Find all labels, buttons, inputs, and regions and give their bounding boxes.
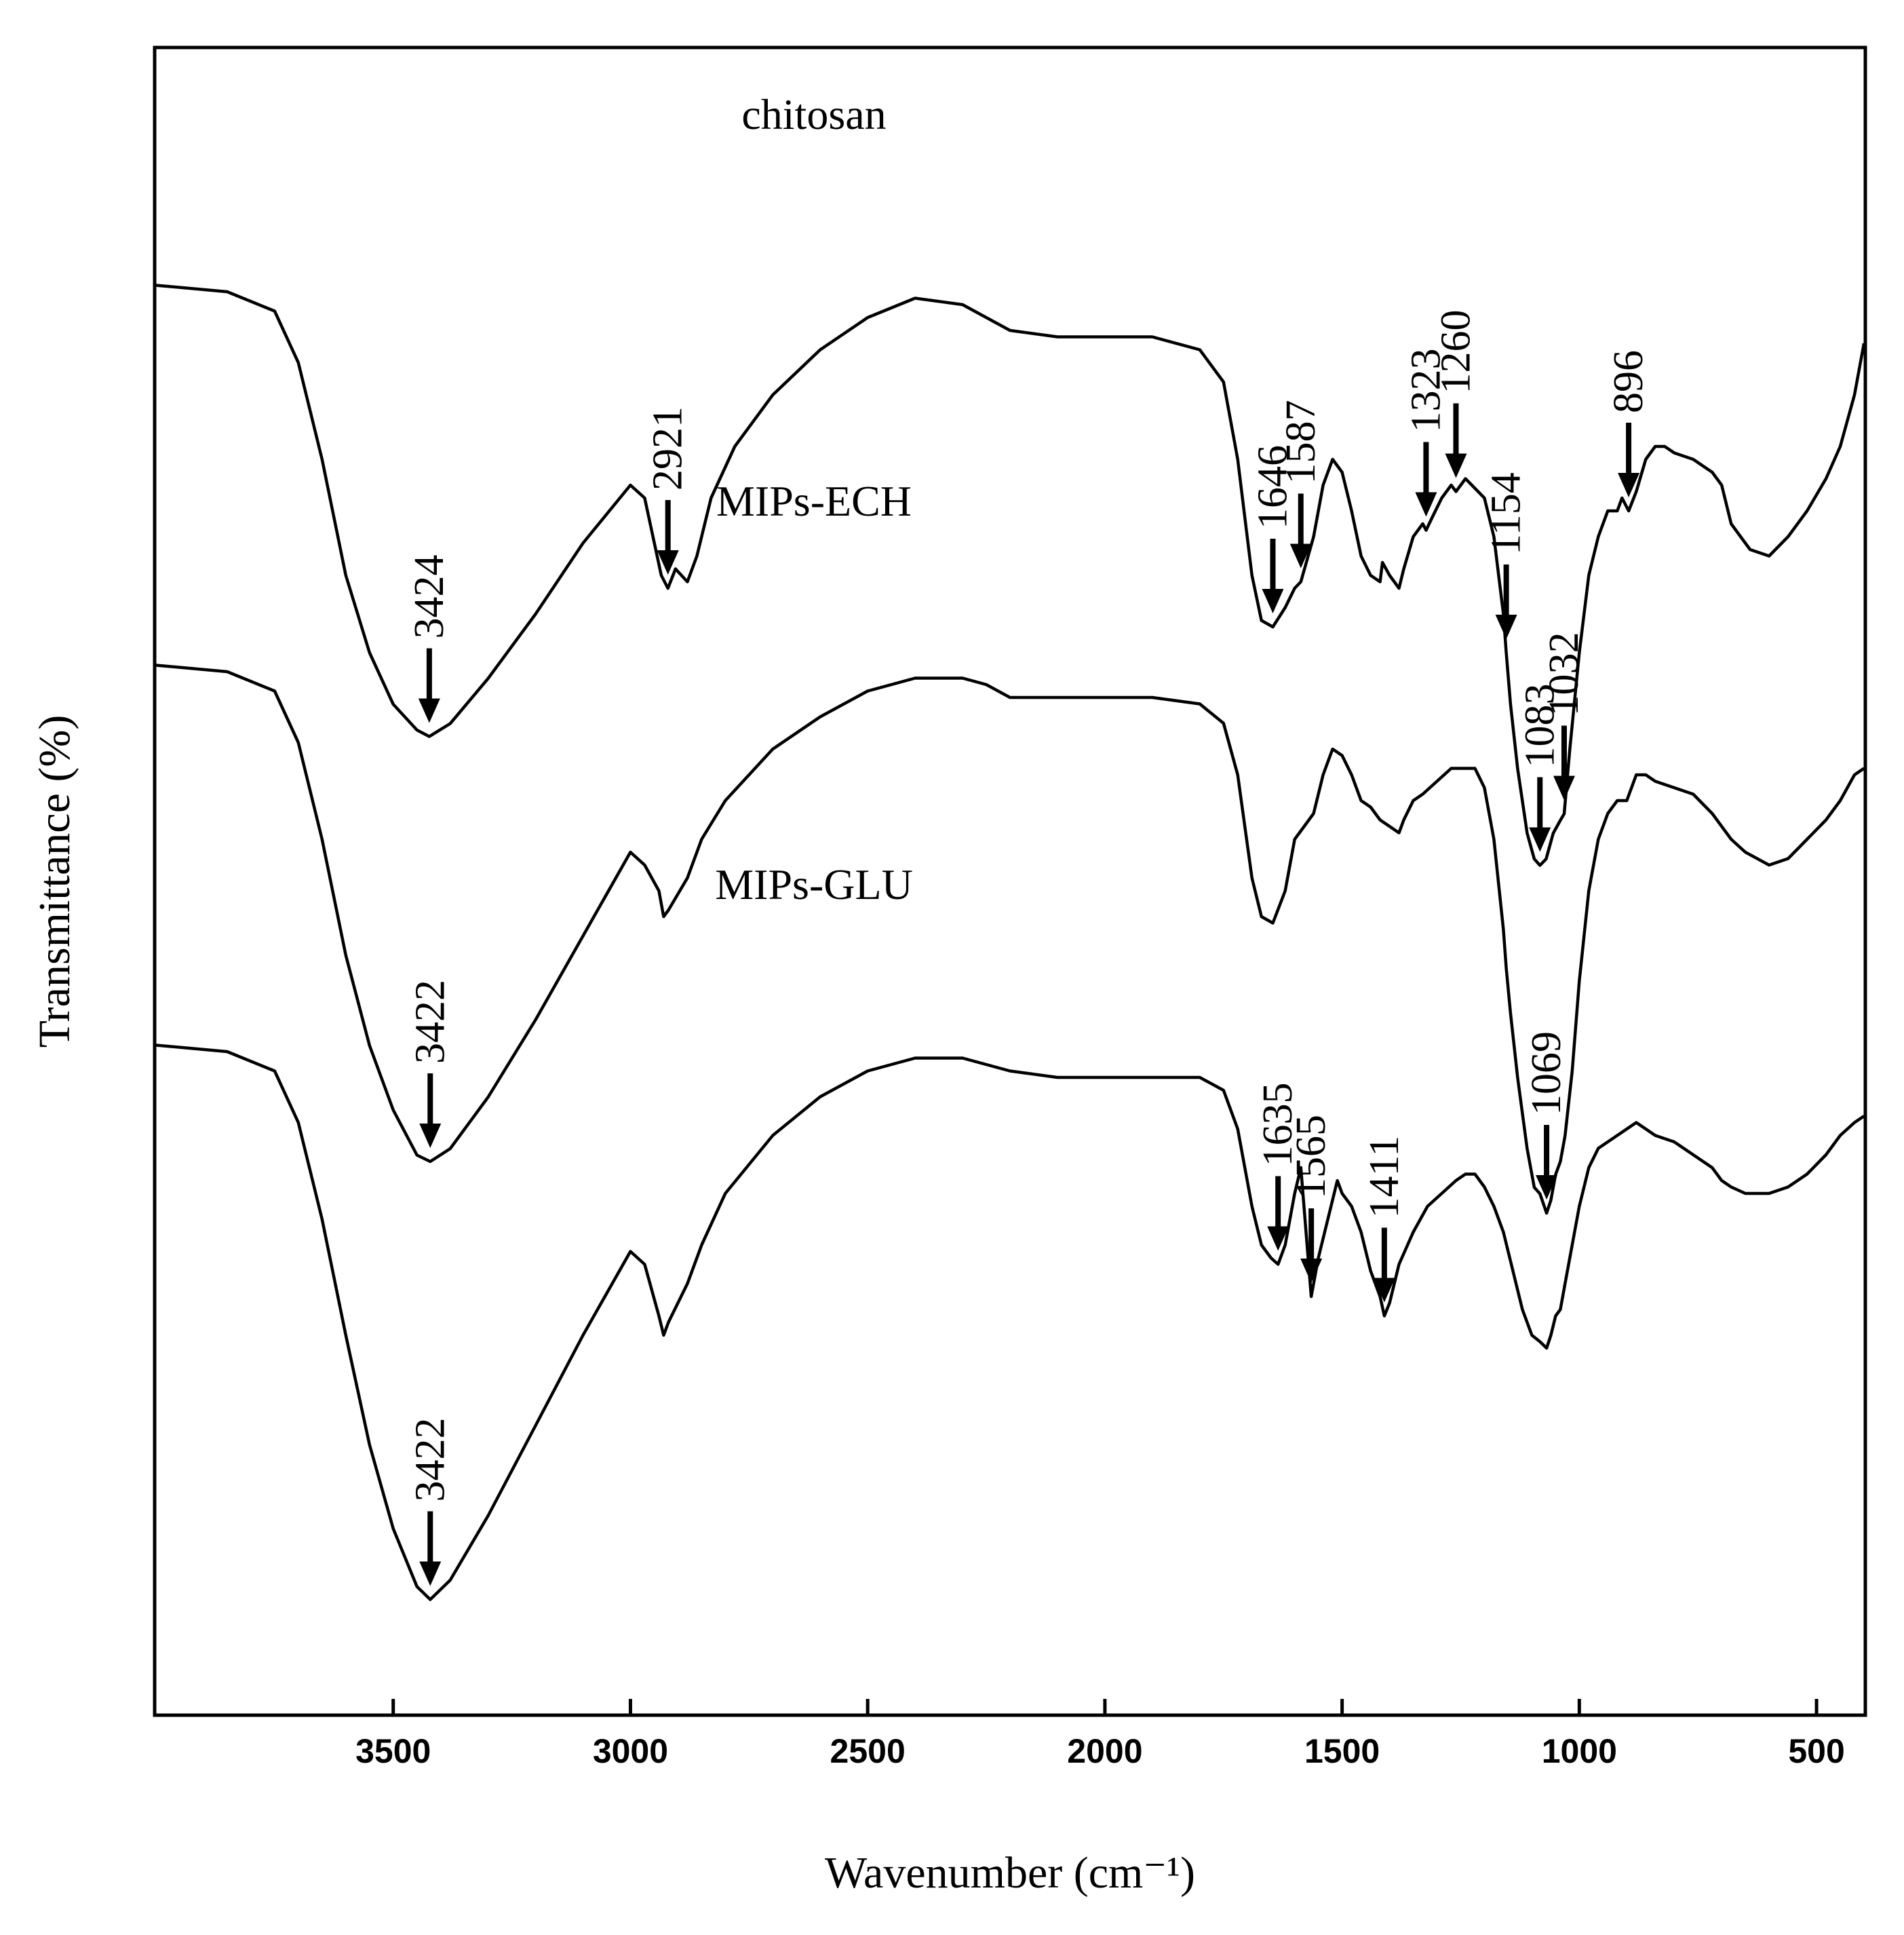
- peak-arrow-head: [1529, 827, 1551, 852]
- spectrum-line-mips-glu: [155, 1043, 1865, 1601]
- x-tick-label: 3500: [355, 1732, 431, 1770]
- peak-annotation-1323: 1323: [1403, 349, 1449, 517]
- peak-label: 3422: [407, 1418, 453, 1502]
- peak-arrow-head: [418, 698, 440, 723]
- peak-label: 1260: [1433, 310, 1479, 394]
- x-tick-label: 500: [1788, 1732, 1844, 1770]
- peak-label: 1411: [1361, 1136, 1407, 1219]
- peak-annotation-3422: 3422: [407, 1418, 453, 1586]
- peak-arrow-head: [1495, 615, 1517, 639]
- x-tick-label: 1500: [1304, 1732, 1380, 1770]
- peak-label: 1032: [1541, 632, 1587, 716]
- peak-arrow-head: [1618, 473, 1640, 497]
- peak-label: 896: [1606, 350, 1652, 413]
- peak-annotation-1260: 1260: [1433, 310, 1479, 478]
- peak-annotation-1587: 1587: [1278, 400, 1324, 569]
- peak-arrow-head: [1536, 1175, 1558, 1200]
- peak-annotation-1083: 1083: [1517, 684, 1563, 852]
- peak-label: 1083: [1517, 684, 1563, 768]
- peak-annotation-1635: 1635: [1255, 1083, 1301, 1251]
- peak-arrow-head: [1445, 453, 1467, 478]
- peak-annotation-3424: 3424: [406, 555, 452, 723]
- peak-arrow-head: [419, 1124, 442, 1148]
- peak-label: 1635: [1255, 1083, 1301, 1167]
- peak-annotation-1411: 1411: [1361, 1136, 1407, 1303]
- x-tick-label: 2500: [830, 1732, 906, 1770]
- peak-label: 1154: [1483, 472, 1530, 555]
- peak-label: 3424: [406, 555, 452, 639]
- peak-annotation-1032: 1032: [1541, 632, 1587, 801]
- peak-label: 1069: [1523, 1031, 1570, 1115]
- peak-arrow-head: [1415, 492, 1437, 517]
- peak-label: 2921: [645, 406, 691, 491]
- peak-arrow-head: [1267, 1226, 1289, 1251]
- peak-arrow-head: [1300, 1259, 1323, 1283]
- peak-label: 1646: [1249, 445, 1296, 529]
- series-label-mips-ech: MIPs-ECH: [716, 477, 912, 525]
- peak-annotation-2921: 2921: [645, 406, 691, 575]
- peak-annotation-1565: 1565: [1288, 1115, 1334, 1283]
- plot-frame: [153, 45, 1867, 1717]
- peak-arrow-head: [1289, 543, 1312, 569]
- peak-annotation-1646: 1646: [1249, 445, 1296, 613]
- peak-arrow-head: [657, 550, 679, 575]
- x-tick-label: 2000: [1067, 1732, 1142, 1770]
- peak-annotation-896: 896: [1606, 350, 1652, 497]
- peak-label: 1323: [1403, 349, 1449, 433]
- peak-annotation-1154: 1154: [1483, 472, 1530, 639]
- peak-label: 1587: [1278, 400, 1324, 484]
- peak-arrow-head: [419, 1561, 442, 1586]
- spectrum-traces: chitosan MIPs-ECH MIPs-GLU: [155, 90, 1866, 1601]
- peak-label: 3422: [407, 980, 453, 1064]
- peak-arrow-head: [1373, 1278, 1395, 1303]
- x-tick-label: 1000: [1542, 1732, 1617, 1770]
- y-axis-title: Transmittance (%): [30, 715, 79, 1048]
- x-axis-title: Wavenumber (cm⁻¹): [825, 1848, 1195, 1898]
- peak-label: 1565: [1288, 1115, 1334, 1199]
- series-label-mips-glu: MIPs-GLU: [715, 860, 913, 908]
- x-tick-label: 3000: [593, 1732, 668, 1770]
- spectrum-line-mips-ech: [155, 664, 1865, 1215]
- series-label-chitosan: chitosan: [741, 90, 886, 138]
- spectrum-line-chitosan: [155, 284, 1866, 867]
- peak-arrow-head: [1553, 775, 1575, 801]
- peak-annotation-1069: 1069: [1523, 1031, 1570, 1200]
- peak-annotation-3422: 3422: [407, 980, 453, 1148]
- peak-arrow-head: [1262, 589, 1284, 613]
- x-axis-ticks: 3500 3000 2500 2000 1500 1000 500: [355, 1699, 1845, 1770]
